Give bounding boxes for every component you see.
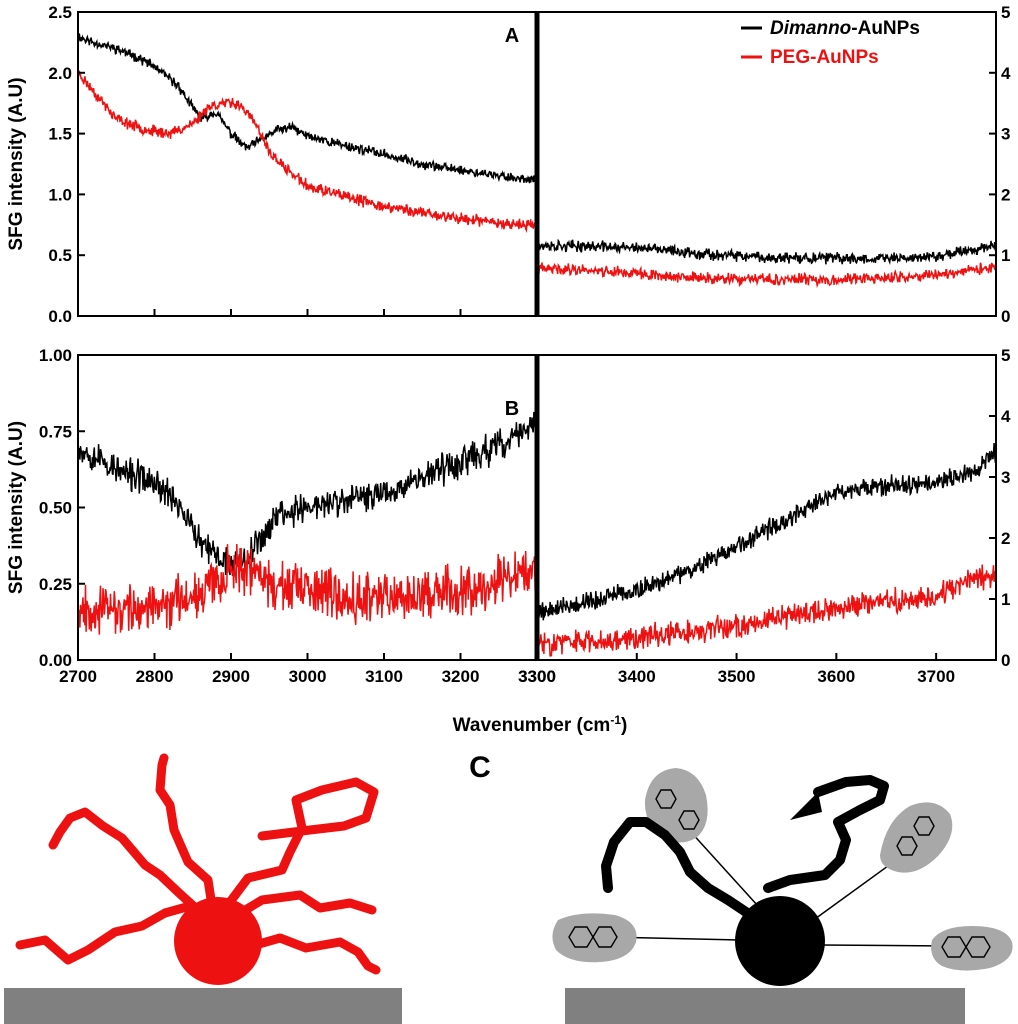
x-axis-title: Wavenumber (cm-1) [453, 713, 628, 736]
y2-tick-label: 0 [1001, 307, 1010, 326]
dimanno-aunp-illustration [552, 768, 1013, 1024]
y-tick-label: 1.00 [39, 346, 72, 365]
x-tick-label: 3300 [518, 667, 556, 686]
y-tick-label: 0.00 [39, 651, 72, 670]
legend-label-part: Dimanno [770, 18, 851, 39]
x-tick-label: 3000 [289, 667, 327, 686]
panel-b: 0.00 0.25 0.50 0.75 1.00 2700 2800 2900 3000 3100… [6, 346, 1011, 686]
legend-label: Dimanno-AuNPs [770, 18, 920, 39]
peg-nanoparticle [174, 897, 262, 985]
y-tick-label: 1.5 [48, 125, 72, 144]
y-tick-label: 2.0 [48, 64, 72, 83]
substrate-left [4, 988, 402, 1024]
legend: Dimanno-AuNPs PEG-AuNPs [741, 18, 920, 68]
y2-tick-label: 4 [1001, 64, 1011, 83]
y-tick-label: 0.50 [39, 499, 72, 518]
y-axis-title: SFG intensity (A.U) [6, 421, 27, 594]
panel-a: 0.0 0.5 1.0 1.5 2.0 2.5 0 1 2 3 4 5 A SFG intensity (… [6, 3, 1011, 326]
sugar-blob-1 [552, 913, 637, 963]
x-tick-label: 3300 [518, 667, 556, 686]
peg-chain-6 [240, 933, 381, 975]
x-tick-label: 3100 [365, 667, 403, 686]
y-axis-title: SFG intensity (A.U) [6, 77, 27, 250]
sugar-blob-2 [644, 768, 708, 843]
series-a-left-1 [78, 33, 537, 185]
y2-tick-label: 2 [1001, 529, 1010, 548]
x-tick-label: 2900 [212, 667, 250, 686]
x-tick-label: 3400 [618, 667, 656, 686]
sugar-blob-3 [880, 802, 953, 873]
ring-structures [568, 789, 991, 958]
dimanno-chain-2-tail [790, 792, 822, 820]
x-tick-label: 2700 [59, 667, 97, 686]
y-tick-label: 2.5 [48, 3, 72, 22]
y-tick-label: 0.25 [39, 575, 72, 594]
charts-layer: 0.0 0.5 1.0 1.5 2.0 2.5 0 1 2 3 4 5 A SFG intensity (… [6, 3, 1011, 686]
series-b-right-1 [537, 442, 996, 621]
y2-tick-label: 1 [1001, 246, 1010, 265]
series-a-right-1 [537, 238, 996, 265]
y2-tick-label: 2 [1001, 185, 1010, 204]
peg-aunp-illustration [4, 753, 402, 1024]
dimanno-nanoparticle [735, 896, 825, 986]
legend-label-part: -AuNPs [851, 18, 920, 39]
dimanno-chain-2 [763, 775, 889, 893]
peg-chain-3 [155, 753, 217, 911]
peg-chain-4 [225, 777, 379, 907]
y2-tick-label: 5 [1001, 3, 1010, 22]
y2-tick-label: 5 [1001, 346, 1010, 365]
y2-tick-label: 1 [1001, 590, 1010, 609]
dimanno-chain-1 [601, 817, 757, 921]
y2-tick-label: 3 [1001, 125, 1010, 144]
legend-label: PEG-AuNPs [770, 47, 879, 68]
x-tick-label: 3500 [718, 667, 756, 686]
peg-chain-5 [237, 890, 377, 917]
y-tick-label: 0.0 [48, 307, 72, 326]
series-a-right-2 [537, 262, 996, 289]
x-tick-label: 3600 [817, 667, 855, 686]
x-tick-label: 3200 [442, 667, 480, 686]
series-b-right-2 [537, 564, 996, 657]
y-tick-label: 0.75 [39, 422, 72, 441]
series-b-left-1 [78, 407, 537, 576]
y2-tick-label: 4 [1001, 407, 1011, 426]
y-tick-label: 0.5 [48, 246, 72, 265]
substrate-right [565, 988, 965, 1024]
series-b-left-2 [78, 543, 537, 635]
y2-tick-label: 0 [1001, 651, 1010, 670]
panel-c-label: C [469, 751, 491, 784]
x-tick-label: 2800 [136, 667, 174, 686]
legend-label-part: PEG-AuNPs [770, 47, 879, 68]
panel-letter: B [505, 398, 519, 420]
y2-tick-label: 3 [1001, 468, 1010, 487]
peg-chain-1 [15, 901, 205, 965]
y-tick-label: 1.0 [48, 185, 72, 204]
panel-c-schematic: C [4, 751, 1013, 1024]
peg-chain-2 [48, 807, 205, 917]
x-tick-label: 3700 [917, 667, 955, 686]
series-a-left-2 [78, 70, 537, 233]
panel-letter: A [505, 25, 519, 47]
